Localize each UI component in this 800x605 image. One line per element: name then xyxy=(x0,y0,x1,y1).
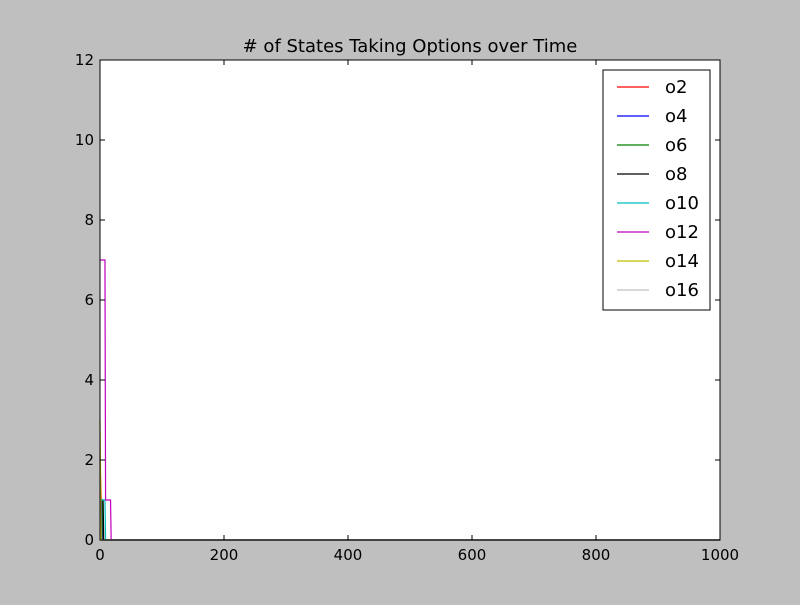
x-tick-label: 1000 xyxy=(701,546,739,564)
legend: o2 o4 o6 o8 o10 o12 o14 o16 xyxy=(602,69,711,311)
legend-label-o2: o2 xyxy=(665,77,687,98)
legend-label-o6: o6 xyxy=(665,135,687,156)
y-tick-label: 4 xyxy=(84,371,94,389)
x-tick-label: 400 xyxy=(334,546,363,564)
y-tick-label: 10 xyxy=(75,131,94,149)
y-tick-label: 12 xyxy=(75,51,94,69)
x-tick-label: 0 xyxy=(95,546,105,564)
legend-box xyxy=(602,69,711,311)
x-tick-label: 800 xyxy=(582,546,611,564)
chart-title: # of States Taking Options over Time xyxy=(243,36,578,57)
legend-label-o4: o4 xyxy=(665,106,687,127)
y-tick-label: 6 xyxy=(84,291,94,309)
axes-layer: 0 200 400 600 800 1000 0 2 4 6 8 10 12 xyxy=(75,51,739,564)
legend-label-o16: o16 xyxy=(665,280,699,301)
y-tick-label: 2 xyxy=(84,451,94,469)
y-tick-label: 8 xyxy=(84,211,94,229)
legend-label-o14: o14 xyxy=(665,251,699,272)
x-tick-label: 200 xyxy=(210,546,239,564)
y-tick-label: 0 xyxy=(84,531,94,549)
legend-label-o8: o8 xyxy=(665,164,687,185)
x-tick-label: 600 xyxy=(458,546,487,564)
legend-label-o12: o12 xyxy=(665,222,699,243)
legend-label-o10: o10 xyxy=(665,193,699,214)
